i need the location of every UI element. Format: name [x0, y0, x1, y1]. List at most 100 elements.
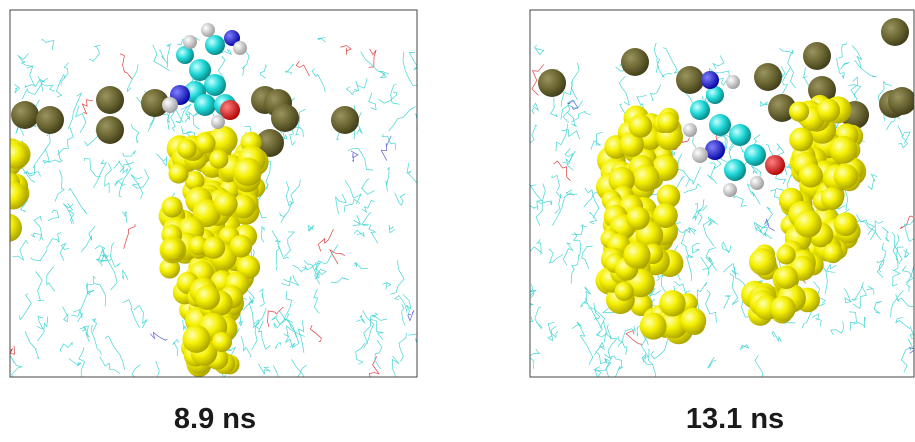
- lipid-tail: [875, 221, 883, 240]
- atom: [817, 99, 840, 122]
- lipid-tail: [93, 319, 97, 332]
- lipid-tail: [900, 216, 913, 229]
- lipid-tail: [897, 247, 903, 262]
- lipid-tail: [903, 266, 913, 283]
- lipid-tail: [131, 175, 143, 199]
- lipid-tail: [25, 331, 39, 358]
- lipid-tail: [21, 62, 32, 68]
- atom: [182, 325, 210, 353]
- lipid-tail: [898, 136, 908, 148]
- lipid-tail: [63, 204, 74, 224]
- lipid-tail: [689, 167, 701, 184]
- lipid-tail: [260, 65, 266, 78]
- atom: [233, 158, 261, 186]
- lipid-tail: [416, 113, 421, 131]
- lipid-tail: [605, 358, 613, 384]
- lipid-tail: [826, 264, 836, 272]
- lipid-tail: [275, 343, 281, 349]
- atom: [744, 144, 766, 166]
- lipid-tail: [19, 293, 31, 319]
- lipid-tail: [812, 314, 821, 326]
- snapshot-panel: [516, 18, 915, 395]
- lipid-tail: [71, 282, 87, 316]
- lipid-tail: [159, 50, 167, 63]
- atom: [775, 266, 798, 289]
- lipid-tail: [60, 243, 69, 261]
- lipid-tail: [618, 326, 635, 346]
- lipid-tail: [898, 125, 910, 143]
- atom: [821, 187, 844, 210]
- lipid-tail: [408, 333, 422, 348]
- lipid-tail: [57, 127, 73, 155]
- lipid-tail: [269, 365, 279, 385]
- lipid-tail: [120, 54, 132, 80]
- atom: [723, 183, 737, 197]
- lipid-tail: [905, 219, 915, 241]
- atom: [195, 285, 220, 310]
- lipid-tail: [340, 46, 351, 55]
- atom: [729, 124, 751, 146]
- phosphate: [676, 66, 704, 94]
- lipid-tail: [535, 45, 544, 55]
- snapshot-panel: [0, 23, 422, 394]
- lipid-tail: [523, 203, 538, 209]
- lipid-tail: [896, 318, 910, 329]
- lipid-tail: [877, 260, 884, 278]
- atom: [749, 248, 776, 275]
- lipid-tail: [379, 92, 397, 103]
- lipid-tail: [259, 289, 264, 307]
- lipid-tail: [285, 335, 295, 347]
- atom: [683, 123, 697, 137]
- phosphate: [803, 42, 831, 70]
- lipid-tail: [277, 246, 280, 270]
- lipid-tail: [353, 215, 361, 225]
- atom: [823, 243, 843, 263]
- atom: [750, 176, 764, 190]
- atom: [194, 94, 216, 116]
- lipid-tail: [105, 254, 117, 290]
- atom: [204, 74, 226, 96]
- atom: [680, 308, 706, 334]
- atom: [701, 71, 719, 89]
- lipid-tail: [722, 242, 731, 253]
- caption: 8.9 ns: [174, 403, 256, 435]
- lipid-tail: [395, 193, 405, 206]
- lipid-tail: [562, 148, 572, 163]
- lipid-tail: [369, 224, 378, 243]
- lipid-tail: [354, 78, 367, 90]
- lipid-tail: [708, 219, 718, 226]
- lipid-tail: [308, 225, 314, 231]
- atom: [161, 238, 184, 261]
- lipid-tail: [386, 167, 389, 191]
- lipid-tail: [681, 237, 688, 257]
- lipid-tail: [892, 270, 900, 286]
- lipid-tail: [91, 325, 101, 355]
- lipid-tail: [100, 357, 120, 374]
- atom: [220, 100, 240, 120]
- lipid-tail: [62, 307, 68, 322]
- lipid-tail: [330, 250, 345, 264]
- atom: [834, 164, 858, 188]
- phosphate: [36, 106, 64, 134]
- lipid-tail: [852, 282, 864, 300]
- lipid-tail: [803, 67, 809, 85]
- lipid-tail: [532, 103, 538, 114]
- lipid-tail: [552, 175, 560, 190]
- lipid-tail: [723, 264, 738, 275]
- lipid-tail: [291, 359, 303, 384]
- phosphate: [881, 18, 909, 46]
- lipid-tail: [7, 346, 15, 360]
- atom: [623, 241, 650, 268]
- lipid-tail: [706, 290, 717, 323]
- phosphate: [11, 101, 39, 129]
- lipid-tail: [34, 217, 41, 241]
- lipid-tail: [841, 62, 850, 69]
- lipid-tail: [516, 49, 530, 62]
- lipid-tail: [535, 307, 542, 329]
- lipid-tail: [122, 271, 127, 281]
- lipid-tail: [522, 247, 542, 258]
- lipid-tail: [571, 111, 591, 122]
- lipid-tail: [284, 232, 294, 257]
- lipid-tail: [105, 163, 112, 193]
- atom: [195, 133, 215, 153]
